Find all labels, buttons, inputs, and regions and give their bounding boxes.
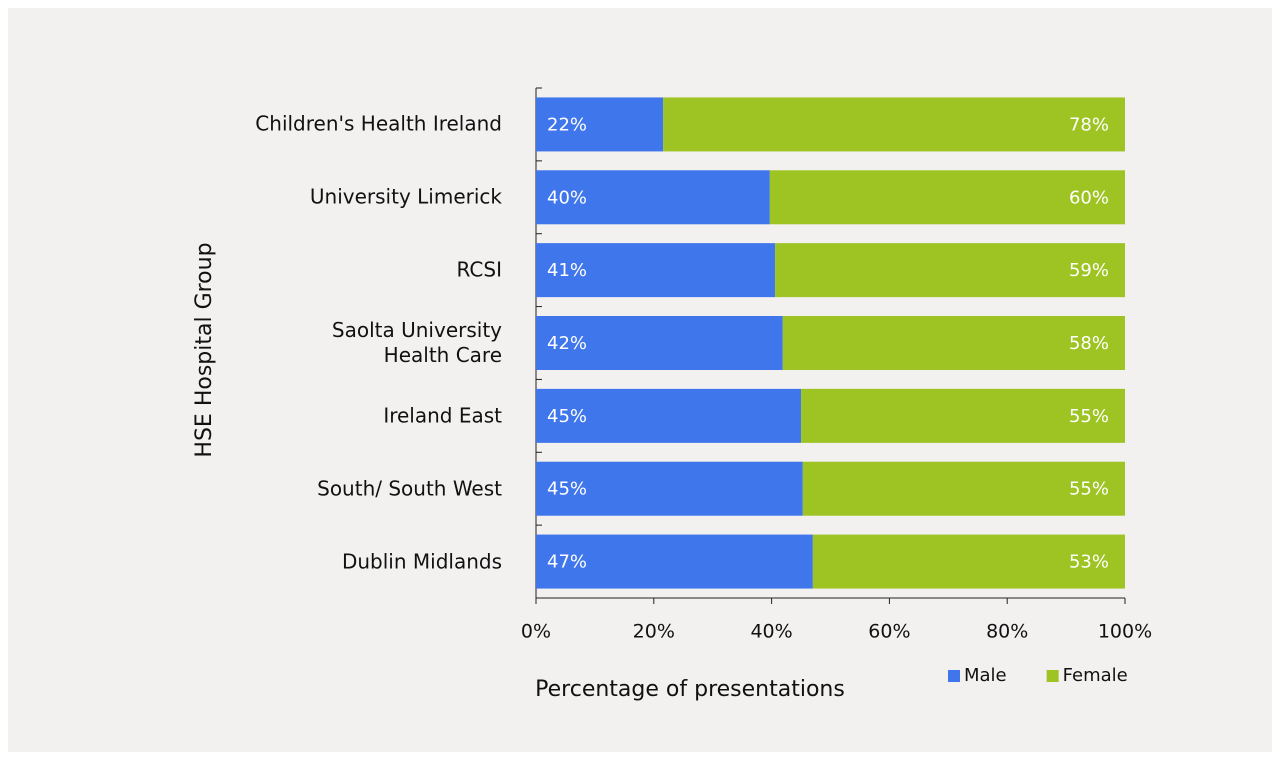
y-tick-label: Saolta University Health Care — [331, 318, 502, 367]
data-label: 55% — [1069, 479, 1109, 500]
data-label: 41% — [547, 260, 587, 281]
y-tick-label: University Limerick — [309, 184, 502, 209]
bar-segment — [536, 97, 664, 152]
x-tick-label: 100% — [1098, 621, 1152, 643]
legend-label: Female — [1063, 665, 1128, 686]
bar-segment — [782, 316, 1125, 370]
y-axis-title: HSE Hospital Group — [192, 242, 217, 457]
x-tick-label: 40% — [750, 621, 792, 643]
bar-segment — [801, 388, 1125, 443]
legend-label: Male — [964, 665, 1007, 686]
bar-segment — [536, 170, 770, 225]
bar-segment — [536, 316, 783, 370]
bar-segment — [812, 534, 1125, 589]
bar-segment — [802, 461, 1125, 516]
x-tick-label: 0% — [521, 621, 551, 643]
x-tick-label: 20% — [633, 621, 675, 643]
legend-swatch — [948, 670, 960, 682]
y-tick-label: South/ South West — [317, 476, 502, 501]
data-label: 45% — [547, 406, 587, 427]
y-tick-label: RCSI — [456, 257, 502, 282]
data-label: 60% — [1069, 187, 1109, 208]
data-label: 45% — [547, 479, 587, 500]
data-label: 55% — [1069, 406, 1109, 427]
data-label: 40% — [547, 187, 587, 208]
x-tick-label: 60% — [868, 621, 910, 643]
bar-segment — [775, 243, 1125, 298]
x-tick-label: 80% — [986, 621, 1028, 643]
bar-segment — [536, 243, 776, 298]
chart-page: HSE Hospital Group Percentage of present… — [8, 8, 1272, 752]
bar-segment — [769, 170, 1125, 225]
data-label: 22% — [547, 114, 587, 135]
legend-swatch — [1046, 670, 1059, 682]
data-label: 78% — [1069, 114, 1109, 135]
bar-segment — [663, 97, 1125, 152]
chart: HSE Hospital Group Percentage of present… — [192, 87, 1152, 702]
y-tick-label: Dublin Midlands — [341, 549, 502, 574]
data-label: 47% — [547, 552, 587, 573]
bar-segment — [536, 388, 802, 443]
x-axis-title: Percentage of presentations — [535, 677, 845, 702]
y-tick-label: Children's Health Ireland — [255, 111, 502, 136]
bar-segment — [536, 461, 803, 516]
data-label: 42% — [547, 333, 587, 354]
y-tick-label: Ireland East — [383, 403, 502, 428]
data-label: 53% — [1069, 552, 1109, 573]
data-label: 58% — [1069, 333, 1109, 354]
bar-segment — [536, 534, 813, 589]
data-label: 59% — [1069, 260, 1109, 281]
